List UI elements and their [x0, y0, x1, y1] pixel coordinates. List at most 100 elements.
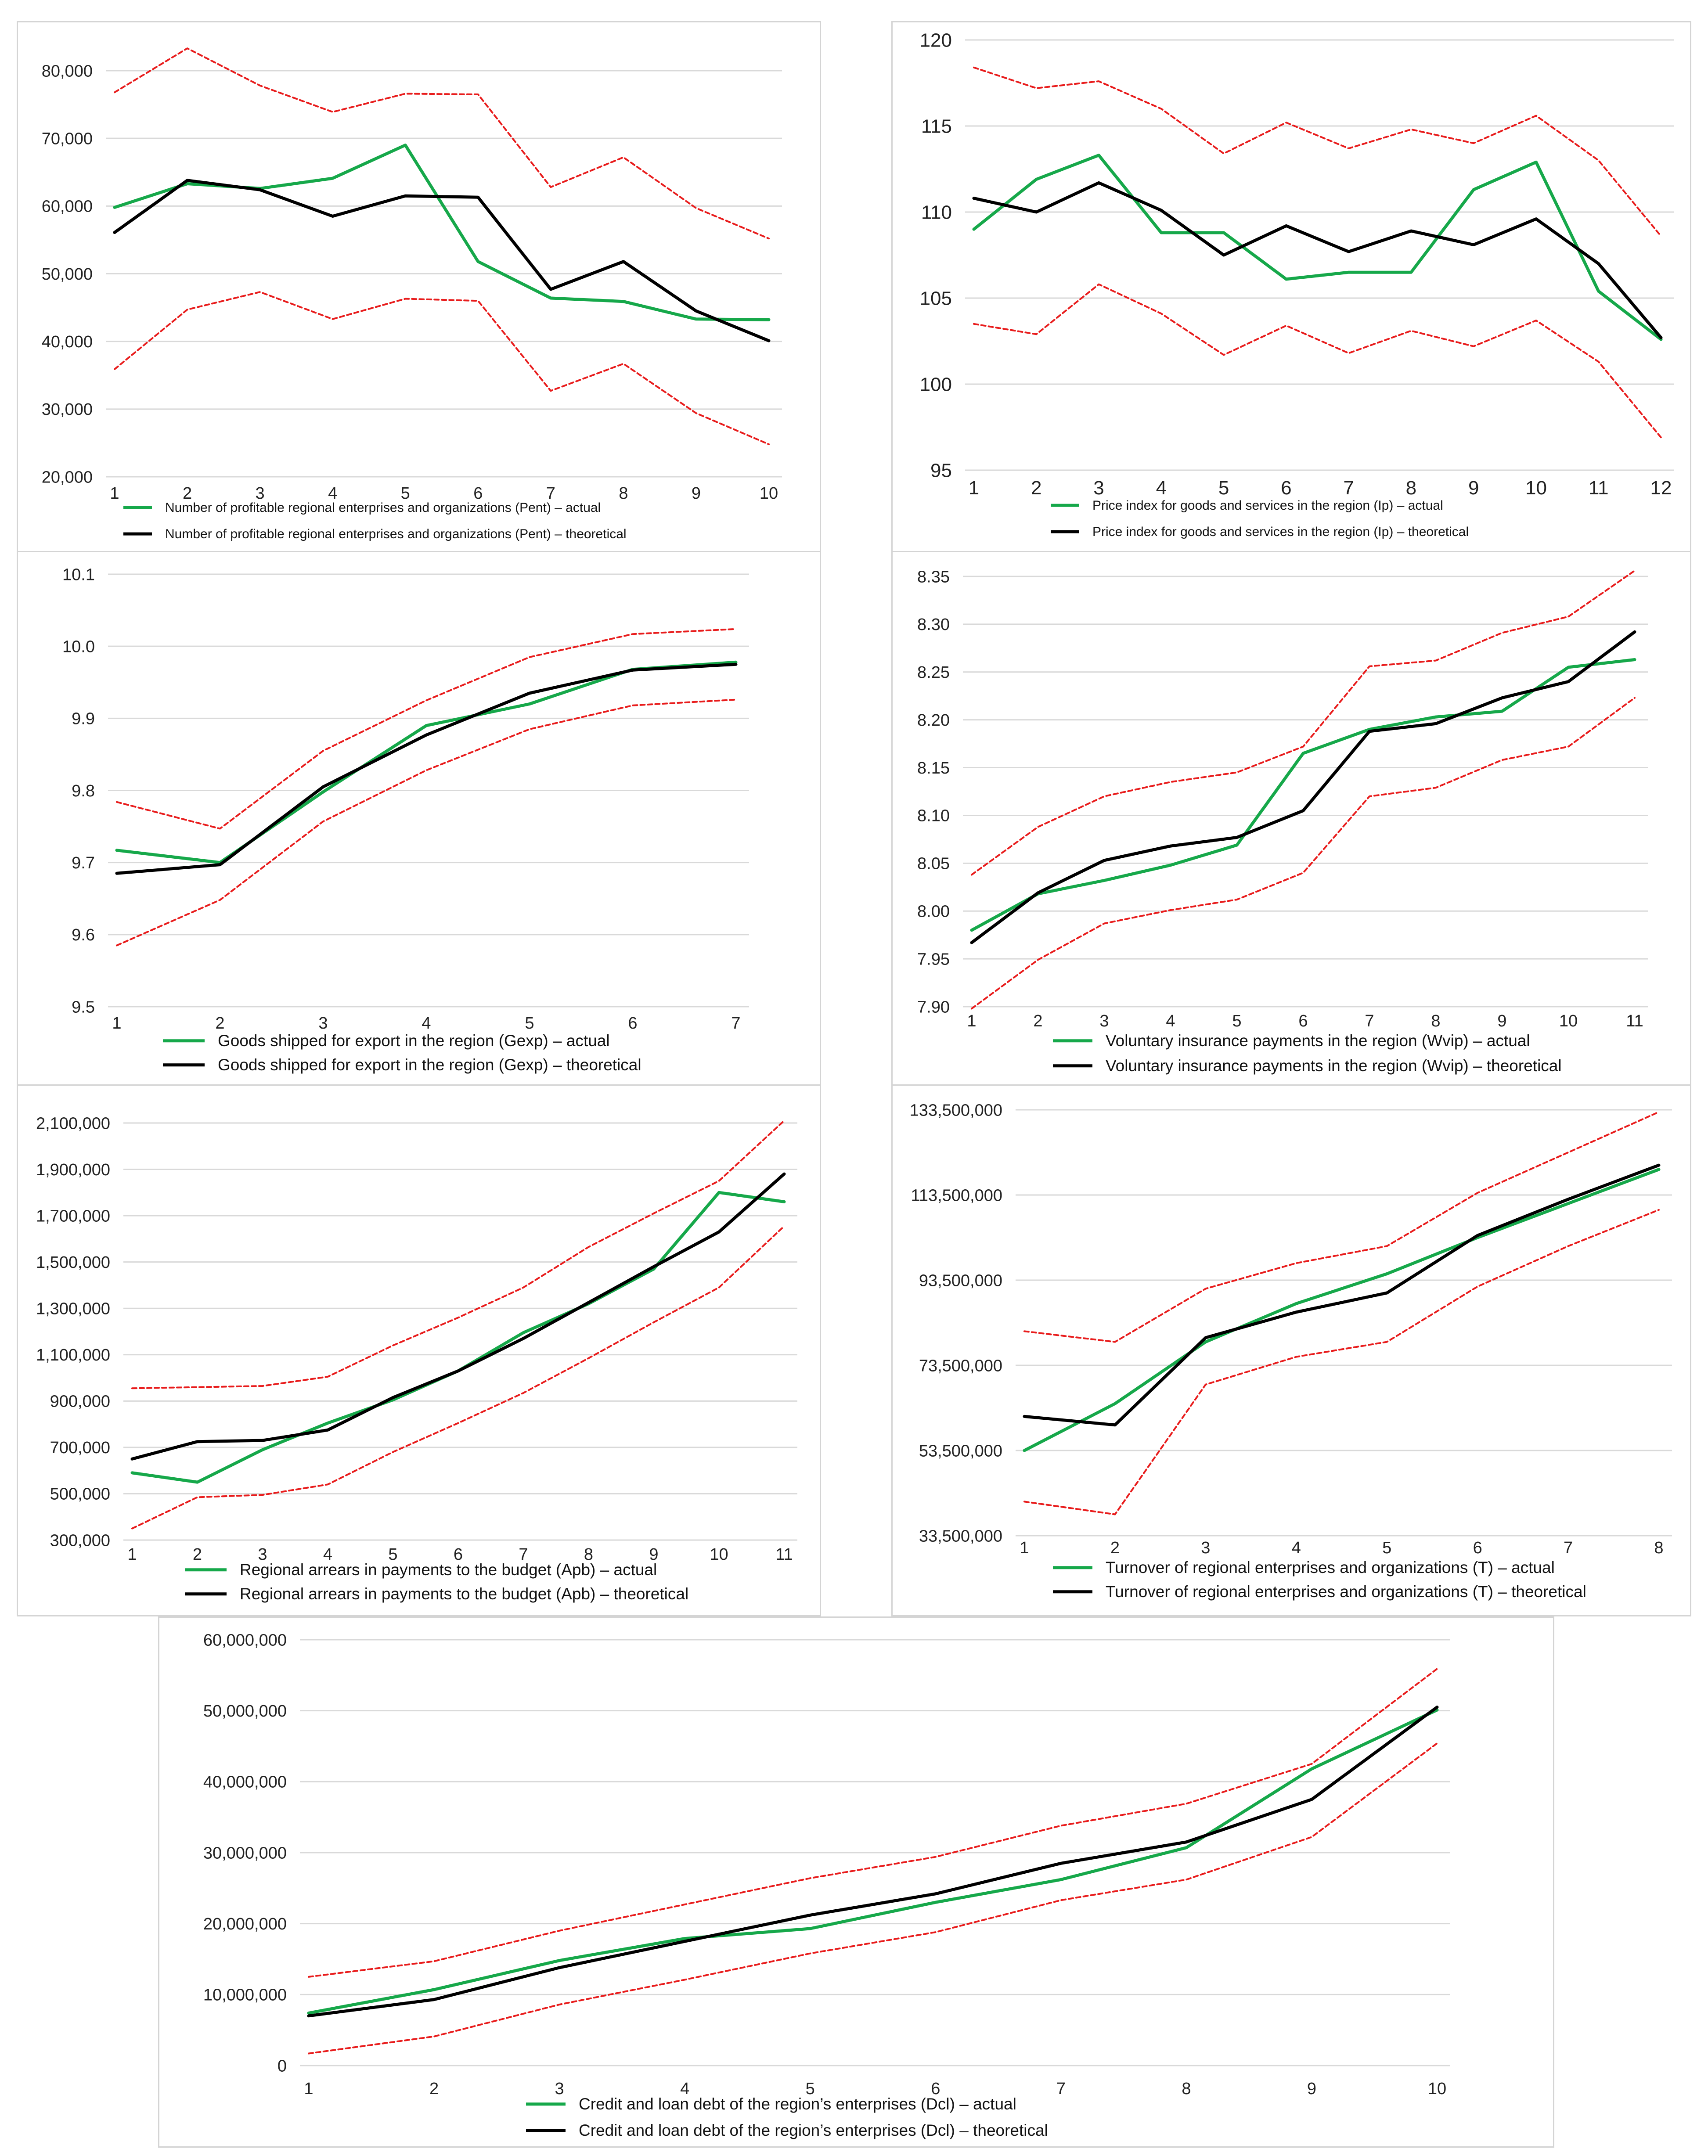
y-tick-label: 10.0 [62, 637, 95, 656]
y-tick-label: 70,000 [42, 130, 93, 148]
y-tick-label: 700,000 [50, 1439, 110, 1457]
x-tick-label: 6 [1473, 1539, 1482, 1557]
upper-bound-line [971, 569, 1636, 876]
y-tick-label: 9.7 [72, 854, 95, 872]
y-tick-label: 40,000 [42, 333, 93, 351]
y-tick-label: 30,000,000 [203, 1844, 287, 1862]
y-tick-label: 105 [920, 288, 952, 309]
x-tick-label: 2 [1031, 477, 1041, 499]
y-tick-label: 7.90 [917, 998, 950, 1016]
x-tick-label: 1 [112, 1014, 121, 1033]
x-tick-label: 1 [127, 1545, 137, 1564]
x-tick-label: 2 [193, 1545, 202, 1564]
upper-bound-line [131, 1119, 785, 1389]
x-tick-label: 4 [1166, 1012, 1175, 1030]
legend-label-actual: Voluntary insurance payments in the regi… [1106, 1032, 1530, 1050]
theoretical-series-line [1023, 1163, 1661, 1427]
upper-bound-line [1023, 1111, 1660, 1343]
x-tick-label: 11 [775, 1545, 793, 1564]
y-tick-label: 1,500,000 [36, 1253, 110, 1272]
x-tick-label: 4 [328, 484, 337, 503]
chart-panel-dcl: 0 10,000,000 20,000,000 30,000,000 40,000,00… [158, 1616, 1554, 2148]
x-tick-label: 2 [429, 2080, 439, 2098]
y-tick-label: 300,000 [50, 1531, 110, 1550]
x-tick-label: 6 [628, 1014, 637, 1033]
y-tick-label: 110 [921, 202, 952, 223]
y-tick-label: 60,000 [42, 198, 93, 216]
lower-bound-line [971, 697, 1636, 1010]
x-tick-label: 3 [1099, 1012, 1109, 1030]
chart-svg: 33,500,000 53,500,000 73,500,000 93,500,000… [910, 1101, 1672, 1601]
x-tick-label: 9 [692, 484, 701, 503]
x-tick-label: 6 [1281, 477, 1291, 499]
legend-label-theoretical: Voluntary insurance payments in the regi… [1106, 1057, 1562, 1075]
x-tick-label: 2 [1033, 1012, 1042, 1030]
y-tick-label: 9.6 [72, 926, 95, 944]
x-tick-label: 4 [680, 2080, 689, 2098]
y-tick-label: 0 [277, 2057, 287, 2075]
x-tick-label: 2 [215, 1014, 224, 1033]
legend-label-actual: Regional arrears in payments to the budg… [240, 1561, 657, 1579]
x-tick-label: 6 [931, 2080, 940, 2098]
chart-panel-gexp: 9.5 9.6 9.7 9.8 9.9 10.0 10.1 1 2 3 4 5 6 7 Goods ship… [17, 551, 821, 1089]
x-tick-label: 1 [304, 2080, 313, 2098]
x-tick-label: 9 [1497, 1012, 1506, 1030]
legend-label-theoretical: Goods shipped for export in the region (… [218, 1056, 641, 1074]
y-tick-label: 8.10 [917, 807, 950, 825]
x-tick-label: 3 [555, 2080, 564, 2098]
legend-label-theoretical: Price index for goods and services in th… [1092, 525, 1469, 539]
x-tick-label: 7 [546, 484, 555, 503]
y-tick-label: 900,000 [50, 1393, 110, 1411]
y-tick-label: 53,500,000 [919, 1442, 1002, 1460]
x-tick-label: 8 [1431, 1012, 1440, 1030]
lower-bound-line [973, 283, 1662, 439]
actual-series-line [130, 1191, 786, 1484]
x-tick-label: 10 [760, 484, 778, 503]
chart-panel-pent: 20,000 30,000 40,000 50,000 60,000 70,000 80,0… [17, 21, 821, 553]
y-tick-label: 20,000 [42, 468, 93, 486]
y-tick-label: 60,000,000 [203, 1631, 287, 1649]
y-tick-label: 9.9 [72, 710, 95, 728]
upper-bound-line [114, 47, 770, 240]
legend-label-actual: Credit and loan debt of the region’s ent… [579, 2095, 1016, 2113]
y-tick-label: 10,000,000 [203, 1986, 287, 2005]
x-tick-label: 3 [318, 1014, 328, 1033]
x-tick-label: 9 [649, 1545, 658, 1564]
chart-panel-wvip: 7.90 7.95 8.00 8.05 8.10 8.15 8.20 8.25 8.30 8.35… [891, 551, 1691, 1089]
legend-label-actual: Goods shipped for export in the region (… [218, 1032, 610, 1050]
y-tick-label: 10.1 [62, 565, 95, 584]
x-tick-label: 7 [1056, 2080, 1066, 2098]
x-tick-label: 6 [1298, 1012, 1308, 1030]
x-tick-label: 8 [1654, 1539, 1663, 1557]
x-tick-label: 4 [1156, 477, 1167, 499]
x-tick-label: 10 [710, 1545, 728, 1564]
x-tick-label: 1 [110, 484, 119, 503]
lower-bound-line [114, 291, 770, 445]
y-tick-label: 8.25 [917, 663, 950, 682]
x-tick-label: 1 [1020, 1539, 1029, 1557]
x-tick-label: 7 [731, 1014, 740, 1033]
lower-bound-line [308, 1742, 1438, 2055]
y-tick-label: 95 [930, 460, 952, 481]
y-tick-label: 8.00 [917, 903, 950, 921]
y-tick-label: 8.35 [917, 568, 950, 586]
y-tick-label: 1,700,000 [36, 1207, 110, 1225]
x-tick-label: 5 [806, 2080, 815, 2098]
x-tick-label: 7 [1365, 1012, 1374, 1030]
y-tick-label: 1,900,000 [36, 1161, 110, 1179]
x-tick-label: 9 [1468, 477, 1479, 499]
legend-label-actual: Turnover of regional enterprises and org… [1106, 1559, 1555, 1577]
chart-panel-ip: 95 100 105 110 115 120 1 2 3 4 5 6 7 8 9 10 11 12 Price in… [891, 21, 1691, 553]
x-tick-label: 7 [1343, 477, 1354, 499]
theoretical-series-line [130, 1172, 786, 1461]
y-tick-label: 30,000 [42, 400, 93, 419]
chart-svg: 300,000 500,000 700,000 900,000 1,100,000 1,3… [36, 1114, 797, 1603]
x-tick-label: 2 [183, 484, 192, 503]
legend-label-theoretical: Number of profitable regional enterprise… [165, 527, 627, 541]
x-tick-label: 3 [1201, 1539, 1210, 1557]
x-tick-label: 11 [1626, 1012, 1643, 1030]
x-tick-label: 9 [1307, 2080, 1316, 2098]
y-tick-label: 73,500,000 [919, 1357, 1002, 1375]
y-tick-label: 500,000 [50, 1485, 110, 1504]
